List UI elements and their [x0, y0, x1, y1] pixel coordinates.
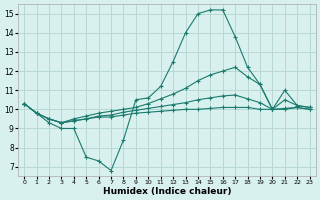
- X-axis label: Humidex (Indice chaleur): Humidex (Indice chaleur): [103, 187, 231, 196]
